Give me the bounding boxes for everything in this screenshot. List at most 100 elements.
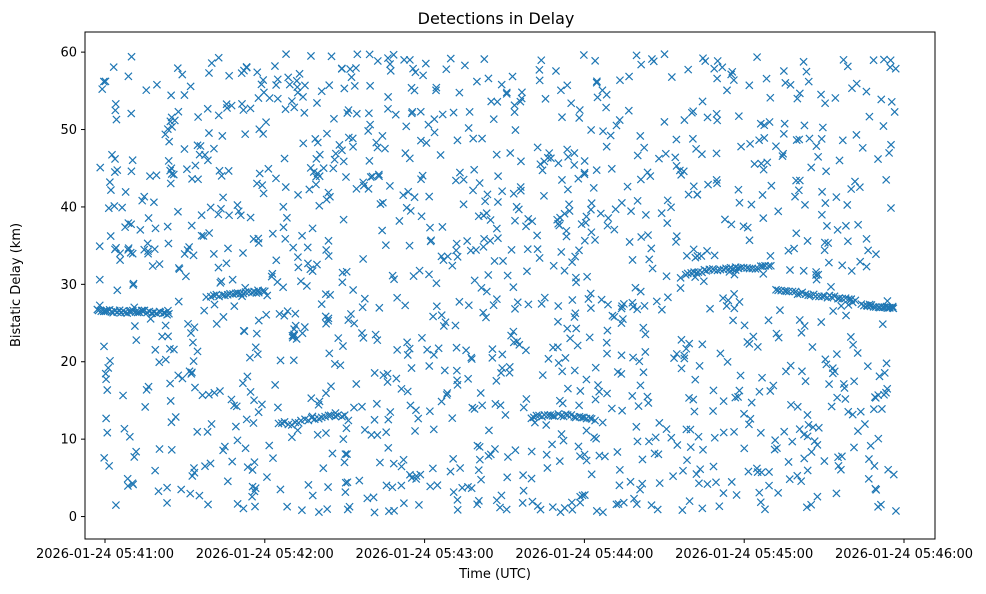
detection-point — [243, 463, 252, 472]
detection-point — [820, 457, 829, 466]
detection-point — [149, 198, 158, 207]
detection-point — [575, 452, 585, 461]
detection-point — [321, 389, 331, 398]
detection-point — [308, 224, 317, 233]
detection-point — [187, 221, 196, 230]
detection-point — [342, 267, 351, 276]
detection-point — [822, 221, 831, 230]
detection-point — [231, 422, 240, 431]
detection-point — [586, 414, 595, 423]
detection-point — [716, 349, 725, 358]
detection-point — [133, 308, 142, 317]
plot-frame — [84, 31, 936, 540]
detection-point — [865, 112, 874, 121]
detection-point — [479, 308, 488, 317]
detection-point — [254, 316, 263, 325]
detection-point — [652, 297, 661, 306]
detection-point — [148, 262, 157, 271]
detection-point — [272, 256, 281, 265]
detection-point — [96, 163, 105, 172]
detection-point — [427, 236, 436, 245]
detection-point — [680, 354, 689, 363]
detection-point — [469, 134, 478, 143]
detection-point — [838, 294, 847, 303]
detection-point — [731, 393, 740, 402]
detection-point — [822, 360, 831, 369]
detection-point — [163, 498, 172, 507]
detection-point — [758, 262, 767, 271]
detection-point — [586, 289, 595, 298]
detection-point — [317, 87, 326, 96]
detection-point — [548, 440, 557, 449]
detection-point — [152, 80, 161, 89]
detection-point — [274, 419, 283, 428]
detection-point — [557, 175, 566, 184]
detection-point — [430, 128, 439, 137]
detection-point — [429, 350, 438, 359]
detection-point — [860, 420, 869, 429]
detection-point — [512, 202, 521, 211]
detection-point — [472, 77, 481, 86]
detection-point — [339, 215, 348, 224]
detection-point — [713, 116, 722, 125]
detection-point — [344, 133, 353, 142]
detection-point — [871, 250, 880, 259]
detection-point — [503, 452, 512, 462]
detection-point — [268, 229, 277, 238]
detection-point — [739, 222, 748, 231]
detection-point — [165, 137, 174, 146]
detection-point — [346, 65, 355, 74]
detection-point — [388, 483, 397, 492]
detection-point — [392, 374, 401, 383]
detection-point — [797, 367, 806, 376]
detection-point — [791, 192, 800, 201]
detection-point — [492, 376, 501, 385]
detection-point — [402, 203, 411, 212]
detection-point — [560, 209, 569, 218]
detection-point — [113, 166, 122, 175]
detection-point — [334, 334, 343, 343]
detection-point — [684, 65, 693, 74]
detection-point — [625, 237, 634, 246]
detection-point — [804, 77, 813, 86]
detection-point — [106, 232, 115, 241]
detection-point — [598, 418, 607, 427]
detection-point — [781, 367, 790, 376]
detection-point — [592, 78, 601, 87]
detection-point — [144, 247, 153, 256]
detection-point — [838, 136, 847, 145]
detection-point — [538, 166, 547, 175]
x-tick-label: 2026-01-24 05:44:00 — [515, 547, 653, 562]
detection-point — [126, 306, 135, 315]
detection-point — [643, 168, 652, 177]
detection-point — [636, 485, 645, 494]
detection-point — [311, 134, 320, 143]
detection-point — [401, 301, 410, 310]
detection-point — [163, 483, 172, 492]
detection-point — [632, 422, 641, 431]
detection-point — [155, 358, 164, 367]
detection-point — [319, 464, 328, 473]
detection-point — [703, 480, 712, 489]
detection-point — [680, 351, 689, 360]
detection-point — [814, 152, 823, 161]
detection-point — [322, 245, 331, 255]
detection-point — [749, 332, 758, 341]
detection-point — [891, 506, 900, 516]
detection-point — [161, 321, 170, 330]
detection-point — [393, 345, 402, 354]
detection-point — [346, 309, 355, 319]
detection-point — [158, 332, 167, 341]
detection-point — [886, 140, 896, 149]
detection-point — [164, 309, 173, 318]
detection-point — [330, 359, 339, 368]
detection-point — [302, 281, 311, 291]
detection-point — [574, 174, 583, 183]
detection-point — [182, 165, 191, 174]
detection-point — [657, 209, 666, 218]
detection-point — [848, 410, 857, 419]
detection-point — [840, 383, 849, 393]
detection-point — [745, 81, 754, 90]
detection-point — [324, 236, 333, 245]
detection-point — [794, 186, 803, 195]
